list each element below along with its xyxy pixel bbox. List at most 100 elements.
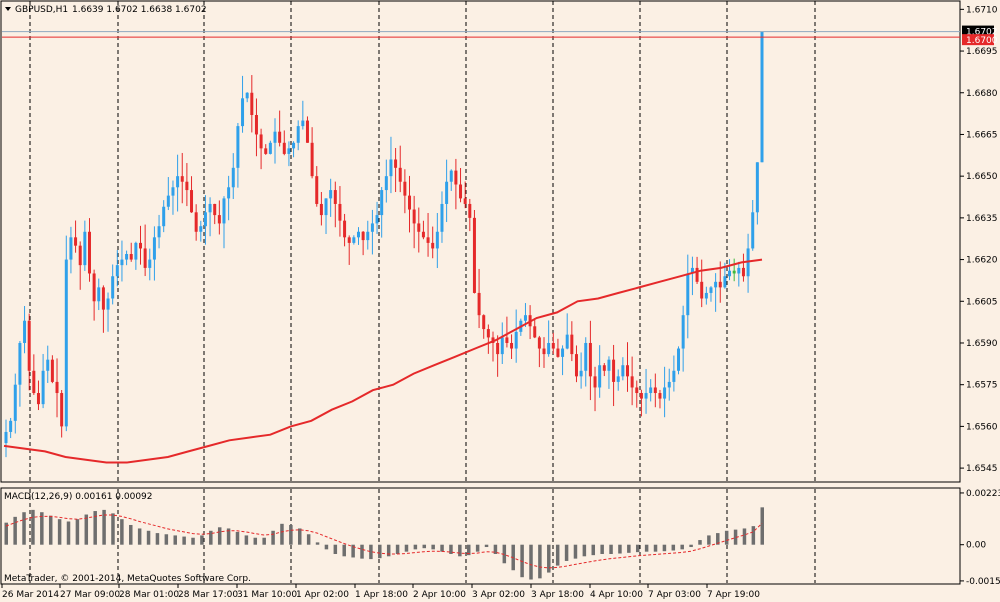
candle-body <box>278 131 282 143</box>
macd-bar <box>280 523 284 545</box>
moving-average-line <box>3 258 763 464</box>
chevron-down-icon[interactable] <box>5 7 11 11</box>
macd-bar <box>66 521 71 545</box>
candle-body <box>463 198 467 204</box>
macd-bar <box>422 544 427 549</box>
macd-bar <box>689 544 693 548</box>
candle-body <box>166 195 170 207</box>
candle-body <box>287 148 291 154</box>
price-axis: 1.6710 1.6695 1.6680 1.6665 1.6650 1.6635 1.66… <box>960 5 998 474</box>
macd-tick-label: 0.00 <box>966 541 986 551</box>
time-tick-label: 2 Apr 10:00 <box>413 590 466 600</box>
candle-body <box>510 342 514 349</box>
macd-bar <box>369 544 373 560</box>
candle-body <box>667 381 671 388</box>
macd-bar <box>253 537 258 545</box>
candle-body <box>370 223 374 232</box>
candle-body <box>259 134 263 149</box>
candle-body <box>143 248 147 268</box>
macd-bar <box>235 531 240 545</box>
candle-body <box>486 329 490 338</box>
macd-bar <box>333 544 338 554</box>
macd-bar <box>200 535 204 545</box>
candle-body <box>412 209 416 224</box>
candle-body <box>4 431 8 444</box>
macd-bar <box>360 544 364 559</box>
vertical-grid <box>29 1 816 583</box>
macd-bar <box>582 544 587 557</box>
price-tick-label: 1.6665 <box>966 130 998 140</box>
price-tick-label: 1.6605 <box>966 297 998 307</box>
macd-bar <box>31 509 35 545</box>
candle-body <box>236 126 240 168</box>
macd-bar <box>244 535 249 545</box>
candle-body <box>639 393 643 399</box>
macd-bar <box>493 544 498 554</box>
candle-body <box>9 420 13 432</box>
candle-body <box>426 237 430 243</box>
current-price-tag <box>962 25 994 37</box>
candle-body <box>672 370 676 382</box>
candle-body <box>653 387 657 394</box>
macd-bar <box>635 544 640 553</box>
time-tick-label: 7 Apr 03:00 <box>648 590 701 600</box>
candle-body <box>565 334 569 349</box>
candle-body <box>588 342 592 377</box>
time-tick-label: 26 Mar 2014 <box>2 590 59 600</box>
candle-body <box>449 170 453 182</box>
candle-body <box>78 245 82 266</box>
price-tick-label: 1.6545 <box>966 464 998 474</box>
copyright-label: MetaTrader, © 2001-2014, MetaQuotes Soft… <box>4 574 251 584</box>
candle-body <box>472 217 476 293</box>
candle-body <box>176 176 180 188</box>
macd-bar <box>40 512 44 545</box>
candle-body <box>435 231 439 249</box>
macd-bar <box>378 544 382 559</box>
candle-body <box>134 242 138 260</box>
candle-body <box>686 273 690 316</box>
candle-body <box>700 281 704 299</box>
candle-body <box>421 231 425 238</box>
candle-body <box>46 359 50 371</box>
macd-signal-line <box>5 514 763 569</box>
candle-body <box>250 92 254 115</box>
price-tick-label: 1.6650 <box>966 172 998 182</box>
macd-bar <box>698 540 702 545</box>
price-tick-label: 1.6680 <box>966 89 998 99</box>
candle-body <box>658 393 662 399</box>
candle-body <box>282 142 286 154</box>
macd-bar <box>155 533 160 545</box>
macd-bar <box>644 544 649 552</box>
candle-body <box>403 181 407 196</box>
candle-body <box>356 231 360 238</box>
candle-body <box>551 342 555 349</box>
candle-body <box>125 254 129 260</box>
candle-body <box>728 270 732 277</box>
macd-bar <box>164 534 169 545</box>
candle-body <box>677 348 681 371</box>
current-price-label: 1.6702 <box>966 28 998 38</box>
candle-body <box>352 237 356 243</box>
macd-bar <box>431 544 435 550</box>
macd-bar <box>48 515 53 545</box>
candle-body <box>579 370 583 377</box>
macd-bar <box>111 513 115 545</box>
candle-body <box>440 203 444 232</box>
candle-body <box>584 342 588 371</box>
candle-body <box>227 187 231 199</box>
moving-average <box>3 258 763 464</box>
ohlc-label: 1.6639 1.6702 1.6638 1.6702 <box>72 5 207 15</box>
candle-body <box>625 365 629 377</box>
macd-bar <box>760 507 764 545</box>
macd-bar <box>298 528 302 545</box>
candle-body <box>690 267 694 274</box>
candle-body <box>755 162 759 213</box>
candle-body <box>375 215 379 224</box>
candle-body <box>190 190 194 213</box>
macd-bar <box>404 544 409 552</box>
macd-tick-label: 0.00223 <box>966 489 1000 499</box>
candle-body <box>208 203 212 213</box>
